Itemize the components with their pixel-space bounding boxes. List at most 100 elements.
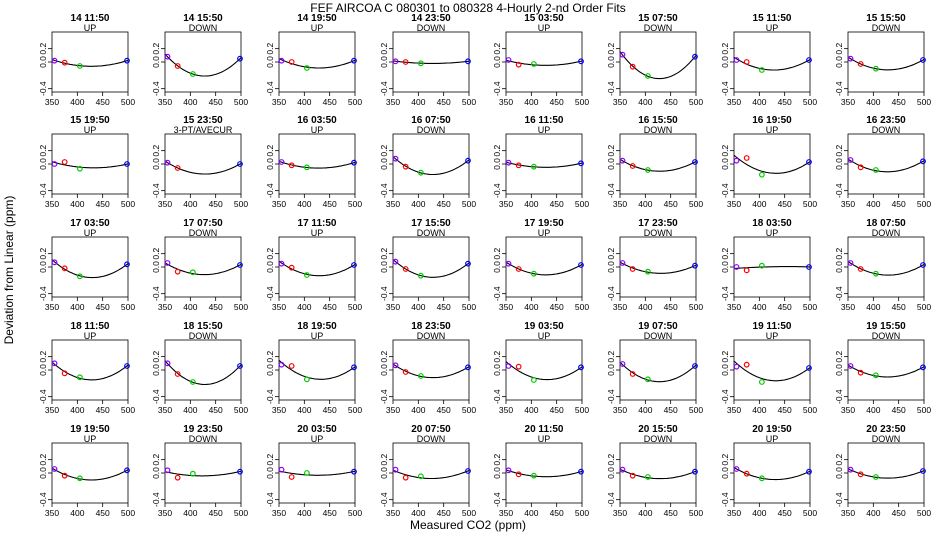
data-point — [61, 265, 68, 272]
panel-mode: DOWN — [644, 228, 673, 238]
fit-curve — [733, 467, 811, 481]
x-tick-label: 500 — [462, 508, 476, 518]
panel-mode: UP — [538, 228, 551, 238]
panel-mode: UP — [84, 228, 97, 238]
x-tick-label: 500 — [575, 302, 589, 312]
x-tick-label: 500 — [917, 508, 931, 518]
y-tick-label: 0.0 — [606, 467, 616, 479]
data-point — [51, 161, 58, 167]
panel-mode: DOWN — [189, 331, 218, 341]
y-tick-label: 0.2 — [151, 144, 161, 156]
data-point — [465, 468, 471, 474]
data-point — [303, 470, 310, 476]
panel-mode: DOWN — [417, 228, 446, 238]
x-tick-label: 450 — [209, 508, 223, 518]
data-point — [847, 260, 854, 266]
y-tick-label: -0.4 — [606, 389, 616, 404]
data-point — [847, 363, 854, 369]
data-point — [237, 55, 243, 62]
x-tick-label: 400 — [183, 97, 197, 107]
x-tick-label: 450 — [209, 302, 223, 312]
x-tick-label: 500 — [234, 302, 248, 312]
data-point — [465, 58, 471, 65]
x-tick-label: 350 — [386, 97, 400, 107]
data-point — [237, 161, 243, 167]
y-tick-label: -0.4 — [265, 183, 275, 198]
x-tick-label: 450 — [892, 199, 906, 209]
x-tick-label: 500 — [689, 508, 703, 518]
x-tick-label: 450 — [437, 302, 451, 312]
fit-curve — [392, 60, 470, 64]
panel-frame — [619, 339, 697, 401]
panel-frame — [619, 31, 697, 93]
panel-mode: DOWN — [644, 434, 673, 444]
data-point — [872, 167, 879, 173]
x-axis-label: Measured CO2 (ppm) — [410, 518, 526, 532]
data-point — [515, 61, 522, 68]
x-tick-label: 450 — [664, 199, 678, 209]
x-tick-label: 500 — [575, 508, 589, 518]
x-tick-label: 400 — [638, 302, 652, 312]
y-tick-label: -0.4 — [606, 492, 616, 507]
y-tick-label: 0.2 — [834, 453, 844, 465]
x-tick-label: 400 — [524, 302, 538, 312]
x-tick-label: 500 — [689, 405, 703, 415]
x-tick-label: 400 — [638, 97, 652, 107]
data-point — [733, 363, 740, 370]
x-tick-label: 500 — [917, 97, 931, 107]
panel-time: 14 23:50 — [411, 13, 451, 24]
x-tick-label: 500 — [917, 405, 931, 415]
data-point — [61, 472, 68, 479]
fit-curve — [164, 160, 242, 175]
x-tick-label: 450 — [96, 97, 110, 107]
y-tick-label: -0.4 — [492, 183, 502, 198]
data-point — [920, 57, 926, 63]
y-tick-label: 0.2 — [606, 350, 616, 362]
fit-curve — [847, 158, 925, 173]
x-tick-label: 350 — [158, 302, 172, 312]
y-tick-label: -0.4 — [492, 286, 502, 301]
data-point — [629, 163, 636, 169]
x-tick-label: 350 — [727, 97, 741, 107]
data-point — [278, 260, 285, 267]
data-point — [303, 65, 310, 71]
y-tick-label: 0.2 — [720, 453, 730, 465]
panel-mode: 3-PT/AVECUR — [174, 125, 233, 135]
figure-title: FEF AIRCOA C 080301 to 080328 4-Hourly 2… — [310, 1, 625, 15]
y-tick-label: 0.2 — [492, 42, 502, 54]
y-tick-label: 0.0 — [151, 56, 161, 68]
panel-mode: UP — [766, 434, 779, 444]
panel-time: 19 03:50 — [524, 321, 564, 332]
data-point — [124, 467, 130, 474]
y-tick-label: -0.4 — [38, 389, 48, 404]
x-tick-label: 500 — [234, 508, 248, 518]
data-point — [758, 67, 765, 73]
x-tick-label: 500 — [803, 405, 817, 415]
x-tick-label: 500 — [917, 199, 931, 209]
data-point — [692, 363, 698, 369]
panel-time: 19 11:50 — [753, 321, 792, 332]
panel-frame — [51, 442, 129, 504]
panel-time: 19 15:50 — [866, 321, 906, 332]
panel-time: 19 19:50 — [70, 424, 110, 435]
y-tick-label: -0.4 — [492, 389, 502, 404]
data-point — [920, 262, 926, 268]
panel-mode: DOWN — [644, 331, 673, 341]
y-tick-label: 0.2 — [265, 144, 275, 156]
x-tick-label: 400 — [411, 508, 425, 518]
panel-mode: UP — [311, 23, 324, 33]
x-tick-label: 400 — [752, 405, 766, 415]
data-point — [758, 379, 765, 385]
panel: 15 23:503-PT/AVECUR 350 400 450 500 -0.4 0.0 0.… — [151, 115, 248, 209]
data-point — [237, 468, 243, 475]
panel-time: 18 07:50 — [866, 218, 906, 229]
panel-time: 20 15:50 — [638, 424, 678, 435]
